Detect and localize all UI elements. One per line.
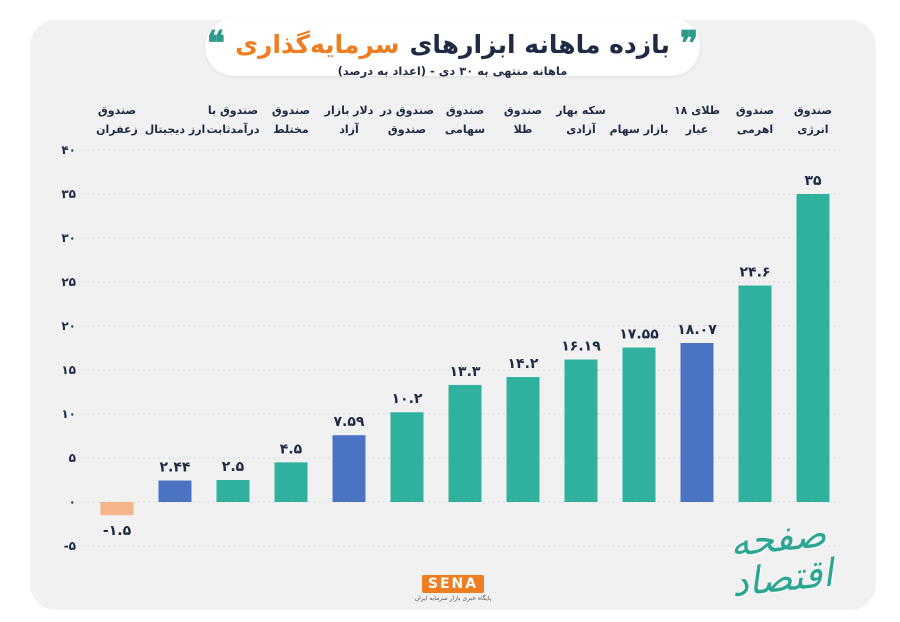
data-label: ۱۸.۰۷: [677, 322, 717, 338]
title-part1: بازده ماهانه ابزارهای: [409, 29, 670, 59]
y-tick-label: ۳۵: [61, 187, 76, 201]
data-label: ۴.۵: [280, 441, 303, 457]
bar: [564, 359, 598, 502]
category-label: اهرمی: [737, 123, 773, 136]
category-label: صندوق: [504, 104, 542, 117]
chart-title: ❞ بازده ماهانه ابزارهای سرمایه‌گذاری ❝: [205, 24, 700, 64]
bar: [100, 502, 134, 516]
category-label: مختلط: [273, 123, 309, 136]
title-pill: [205, 18, 700, 76]
bar: [332, 435, 366, 502]
category-label: انرژی: [797, 123, 828, 136]
category-label: عیار: [685, 123, 708, 136]
sena-logo-text: SENA: [421, 575, 485, 593]
chart-card: [30, 20, 876, 610]
chart-subtitle: ماهانه منتهی به ۳۰ دی - (اعداد به درصد): [337, 64, 568, 78]
data-label: ۱۷.۵۵: [619, 327, 659, 343]
data-label: ۳۵: [804, 173, 822, 189]
category-label: زعفران: [96, 123, 138, 136]
category-label: ارز دیجیتال: [145, 123, 206, 136]
bar: [796, 194, 830, 502]
bar: [506, 377, 540, 502]
data-label: ۱۴.۲: [508, 356, 539, 372]
y-tick-label: -۵: [64, 539, 76, 553]
data-label: -۱.۵: [103, 523, 132, 539]
category-label: صندوق: [736, 104, 774, 117]
y-tick-label: ۱۵: [61, 363, 76, 377]
category-label: صندوق: [794, 104, 832, 117]
data-label: ۲.۵: [222, 459, 245, 475]
quote-left-icon: ❝: [206, 24, 226, 64]
category-label: بازار سهام: [610, 123, 669, 136]
y-tick-label: ۲۰: [61, 319, 76, 333]
category-label: صندوق در: [379, 104, 434, 117]
bar: [158, 480, 192, 502]
category-label: سهامی: [445, 123, 485, 136]
category-label: دلار بازار: [324, 104, 374, 117]
y-tick-label: ۳۰: [61, 231, 76, 245]
data-label: ۱۶.۱۹: [561, 339, 601, 355]
category-label: صندوق: [272, 104, 310, 117]
data-label: ۱۰.۲: [392, 391, 423, 407]
category-label: طلای ۱۸: [674, 104, 720, 117]
brand-signature: صفحه اقتصاد: [727, 511, 835, 606]
y-tick-label: ۱۰: [61, 407, 76, 421]
category-label: طلا: [514, 123, 533, 136]
y-tick-label: ۰: [69, 495, 76, 509]
bar: [216, 480, 250, 502]
category-label: درآمدثابت: [207, 122, 260, 136]
title-part2: سرمایه‌گذاری: [235, 29, 400, 59]
category-label: صندوق با: [208, 104, 258, 117]
bar: [622, 347, 656, 502]
bar: [738, 285, 772, 502]
sena-logo: SENA پایگاه خبری بازار سرمایه ایران: [415, 575, 491, 609]
bar: [680, 342, 714, 502]
bar: [448, 384, 482, 502]
y-tick-label: ۵: [69, 451, 76, 465]
data-label: ۱۳.۳: [450, 364, 481, 380]
category-label: صندوق: [446, 104, 484, 117]
y-tick-label: ۲۵: [61, 275, 76, 289]
category-label: آزاد: [339, 122, 359, 136]
category-label: آزادی: [566, 122, 596, 136]
data-label: ۲.۴۴: [160, 460, 191, 476]
data-label: ۷.۵۹: [334, 414, 365, 430]
category-label: صندوق: [98, 104, 136, 117]
sena-tagline: پایگاه خبری بازار سرمایه ایران: [414, 595, 492, 602]
category-label: صندوق: [388, 123, 426, 136]
category-label: سکه بهار: [555, 104, 606, 117]
y-tick-label: ۴۰: [61, 143, 76, 157]
bar: [390, 412, 424, 502]
bar: [274, 462, 308, 502]
quote-right-icon: ❞: [679, 24, 699, 64]
data-label: ۲۴.۶: [740, 265, 771, 281]
